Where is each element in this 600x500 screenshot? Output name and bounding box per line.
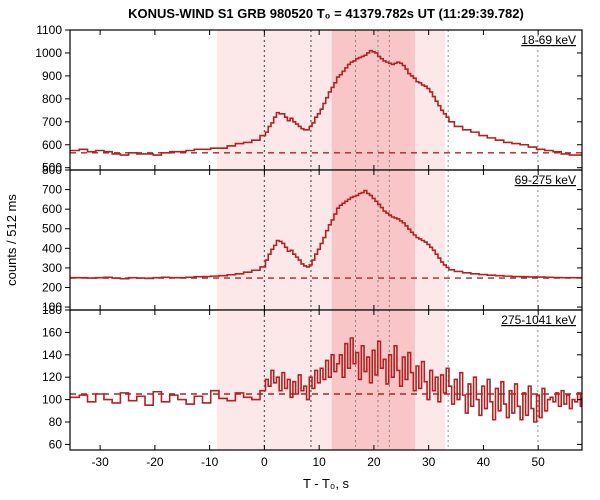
- panel-1: 10020030040050060070080069-275 keV: [42, 163, 582, 314]
- y-tick-label: 700: [42, 115, 62, 129]
- x-tick-label: 40: [477, 455, 491, 469]
- y-tick-label: 600: [42, 202, 62, 216]
- x-tick-label: 10: [312, 455, 326, 469]
- y-tick-label: 800: [42, 163, 62, 177]
- y-tick-label: 140: [42, 348, 62, 362]
- x-axis-label: T - T₀, s: [303, 476, 350, 491]
- x-tick-label: 50: [532, 455, 546, 469]
- y-tick-label: 160: [42, 325, 62, 339]
- panel-2: 60 80 100 120 140 160 180 -30 -20 -10 0 10 20 30 40 50 2…: [42, 303, 582, 469]
- shaded-region: [332, 170, 415, 310]
- y-axis-label: counts / 512 ms: [4, 194, 19, 286]
- y-tick-label: 300: [42, 261, 62, 275]
- x-tick-label: 20: [367, 455, 381, 469]
- x-tick-label: 0: [261, 455, 268, 469]
- panel-label: 69-275 keV: [515, 173, 576, 187]
- y-tick-label: 800: [42, 92, 62, 106]
- panel-label: 18-69 keV: [521, 33, 576, 47]
- chart-title: KONUS-WIND S1 GRB 980520 T₀ = 41379.782s…: [128, 6, 524, 21]
- x-tick-label: -20: [146, 455, 164, 469]
- y-tick-label: 500: [42, 222, 62, 236]
- y-tick-label: 1000: [35, 46, 62, 60]
- x-tick-label: 30: [422, 455, 436, 469]
- y-tick-label: 120: [42, 370, 62, 384]
- y-tick-label: 700: [42, 183, 62, 197]
- chart-svg: KONUS-WIND S1 GRB 980520 T₀ = 41379.782s…: [0, 0, 600, 500]
- shaded-region: [332, 30, 415, 170]
- y-tick-label: 60: [49, 437, 63, 451]
- y-tick-label: 600: [42, 138, 62, 152]
- panel-label: 275-1041 keV: [501, 313, 576, 327]
- y-tick-label: 180: [42, 303, 62, 317]
- chart-container: KONUS-WIND S1 GRB 980520 T₀ = 41379.782s…: [0, 0, 600, 500]
- x-tick-label: -30: [91, 455, 109, 469]
- y-tick-label: 100: [42, 393, 62, 407]
- y-tick-label: 400: [42, 241, 62, 255]
- x-tick-label: -10: [201, 455, 219, 469]
- panel-0: 5006007008009001000110018-69 keV: [35, 23, 582, 175]
- y-tick-label: 200: [42, 280, 62, 294]
- y-tick-label: 80: [49, 415, 63, 429]
- y-tick-label: 1100: [36, 23, 62, 37]
- y-tick-label: 900: [42, 69, 62, 83]
